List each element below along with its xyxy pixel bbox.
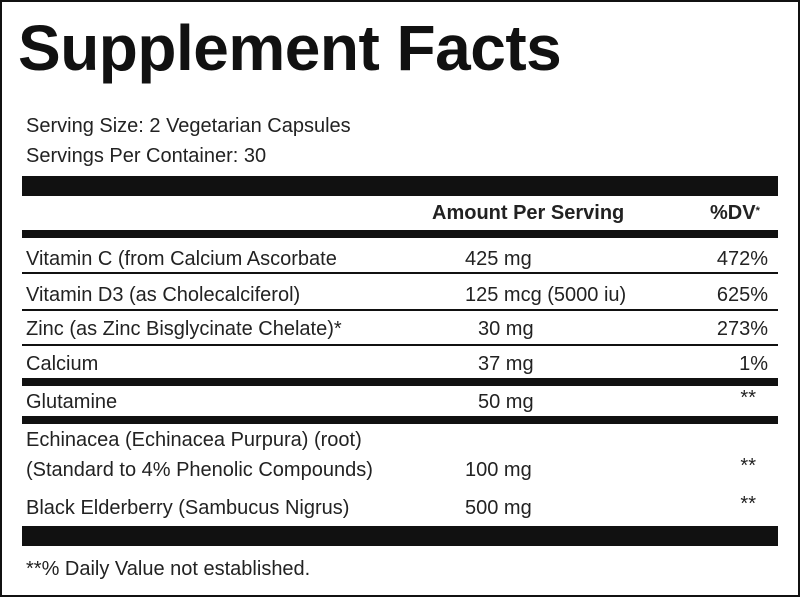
nutrient-amount: 37 mg [478,353,534,375]
nutrient-dv: ** [740,493,756,515]
row-separator [22,309,778,311]
nutrient-amount: 50 mg [478,391,534,413]
nutrient-name: (Standard to 4% Phenolic Compounds) [26,459,373,481]
dv-header: %DV* [710,201,760,225]
nutrient-dv: 625% [716,284,768,306]
footnote: **% Daily Value not established. [26,558,311,580]
nutrient-name: Glutamine [26,391,118,413]
divider-bar [22,176,778,196]
nutrient-amount: 125 mcg (5000 iu) [465,284,627,306]
nutrient-dv: ** [740,387,756,409]
serving-size: Serving Size: 2 Vegetarian Capsules [26,115,351,137]
dv-header-mark: * [755,205,760,217]
nutrient-dv: 472% [716,248,768,270]
nutrient-amount: 100 mg [465,459,532,481]
nutrient-name: Vitamin D3 (as Cholecalciferol) [26,284,301,306]
row-separator [22,378,778,386]
nutrient-dv: 273% [716,318,768,340]
nutrient-dv: ** [740,455,756,477]
amount-header: Amount Per Serving [432,202,625,224]
nutrient-name: Zinc (as Zinc Bisglycinate Chelate)* [26,318,342,340]
nutrient-name: Vitamin C (from Calcium Ascorbate [26,248,337,270]
servings-per-container: Servings Per Container: 30 [26,145,267,167]
nutrient-name: Black Elderberry (Sambucus Nigrus) [26,497,350,519]
nutrient-dv: 1% [739,353,768,375]
divider-bar [22,230,778,238]
nutrient-name: Calcium [26,353,99,375]
row-separator [22,272,778,274]
nutrient-amount: 500 mg [465,497,532,519]
row-separator [22,344,778,346]
title: Supplement Facts [18,12,562,84]
nutrient-amount: 30 mg [478,318,534,340]
row-separator [22,416,778,424]
nutrient-name: Echinacea (Echinacea Purpura) (root) [26,429,362,451]
nutrient-amount: 425 mg [465,248,532,270]
dv-header-text: %DV [710,202,756,224]
divider-bar [22,526,778,546]
